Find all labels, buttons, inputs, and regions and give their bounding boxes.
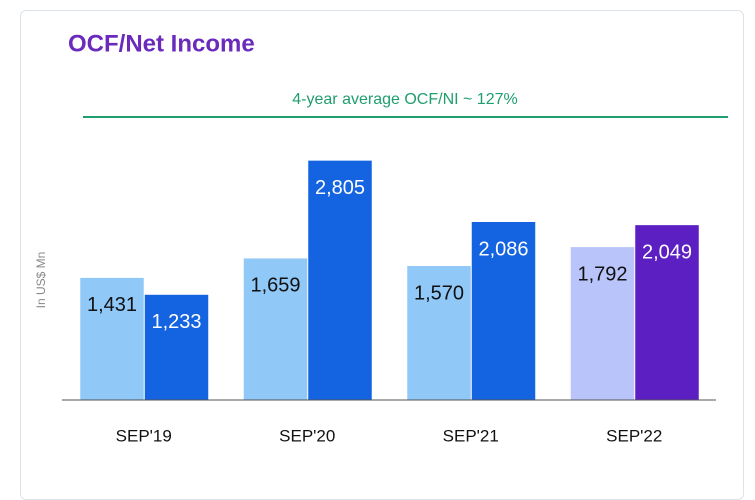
value-label: 2,086 bbox=[478, 238, 528, 260]
bar bbox=[243, 258, 308, 400]
chart-title: OCF/Net Income bbox=[68, 30, 255, 57]
value-label: 1,233 bbox=[151, 311, 201, 333]
value-label: 2,049 bbox=[642, 241, 692, 263]
x-tick-label: SEP'21 bbox=[443, 426, 499, 445]
bar bbox=[635, 225, 699, 400]
page: {"chart_data": {"type": "bar", "title": … bbox=[20, 10, 744, 500]
x-tick-label: SEP'20 bbox=[279, 426, 335, 445]
value-label: 2,805 bbox=[315, 177, 365, 199]
bar bbox=[144, 294, 209, 400]
value-label: 1,570 bbox=[414, 282, 464, 304]
bar bbox=[570, 247, 635, 400]
chart: OCF/Net Income 4-year average OCF/NI ~ 1… bbox=[34, 30, 728, 445]
bar bbox=[407, 266, 471, 400]
value-label: 1,431 bbox=[87, 294, 137, 316]
value-label: 1,659 bbox=[250, 275, 300, 297]
x-tick-label: SEP'22 bbox=[606, 426, 662, 445]
value-label: 1,792 bbox=[577, 263, 627, 285]
x-tick-label: SEP'19 bbox=[116, 426, 172, 445]
bar bbox=[308, 160, 372, 400]
y-axis-label: In US$ Mn bbox=[34, 252, 48, 309]
bar bbox=[80, 277, 144, 400]
annotation: 4-year average OCF/NI ~ 127% bbox=[292, 91, 517, 108]
bar bbox=[471, 221, 536, 400]
